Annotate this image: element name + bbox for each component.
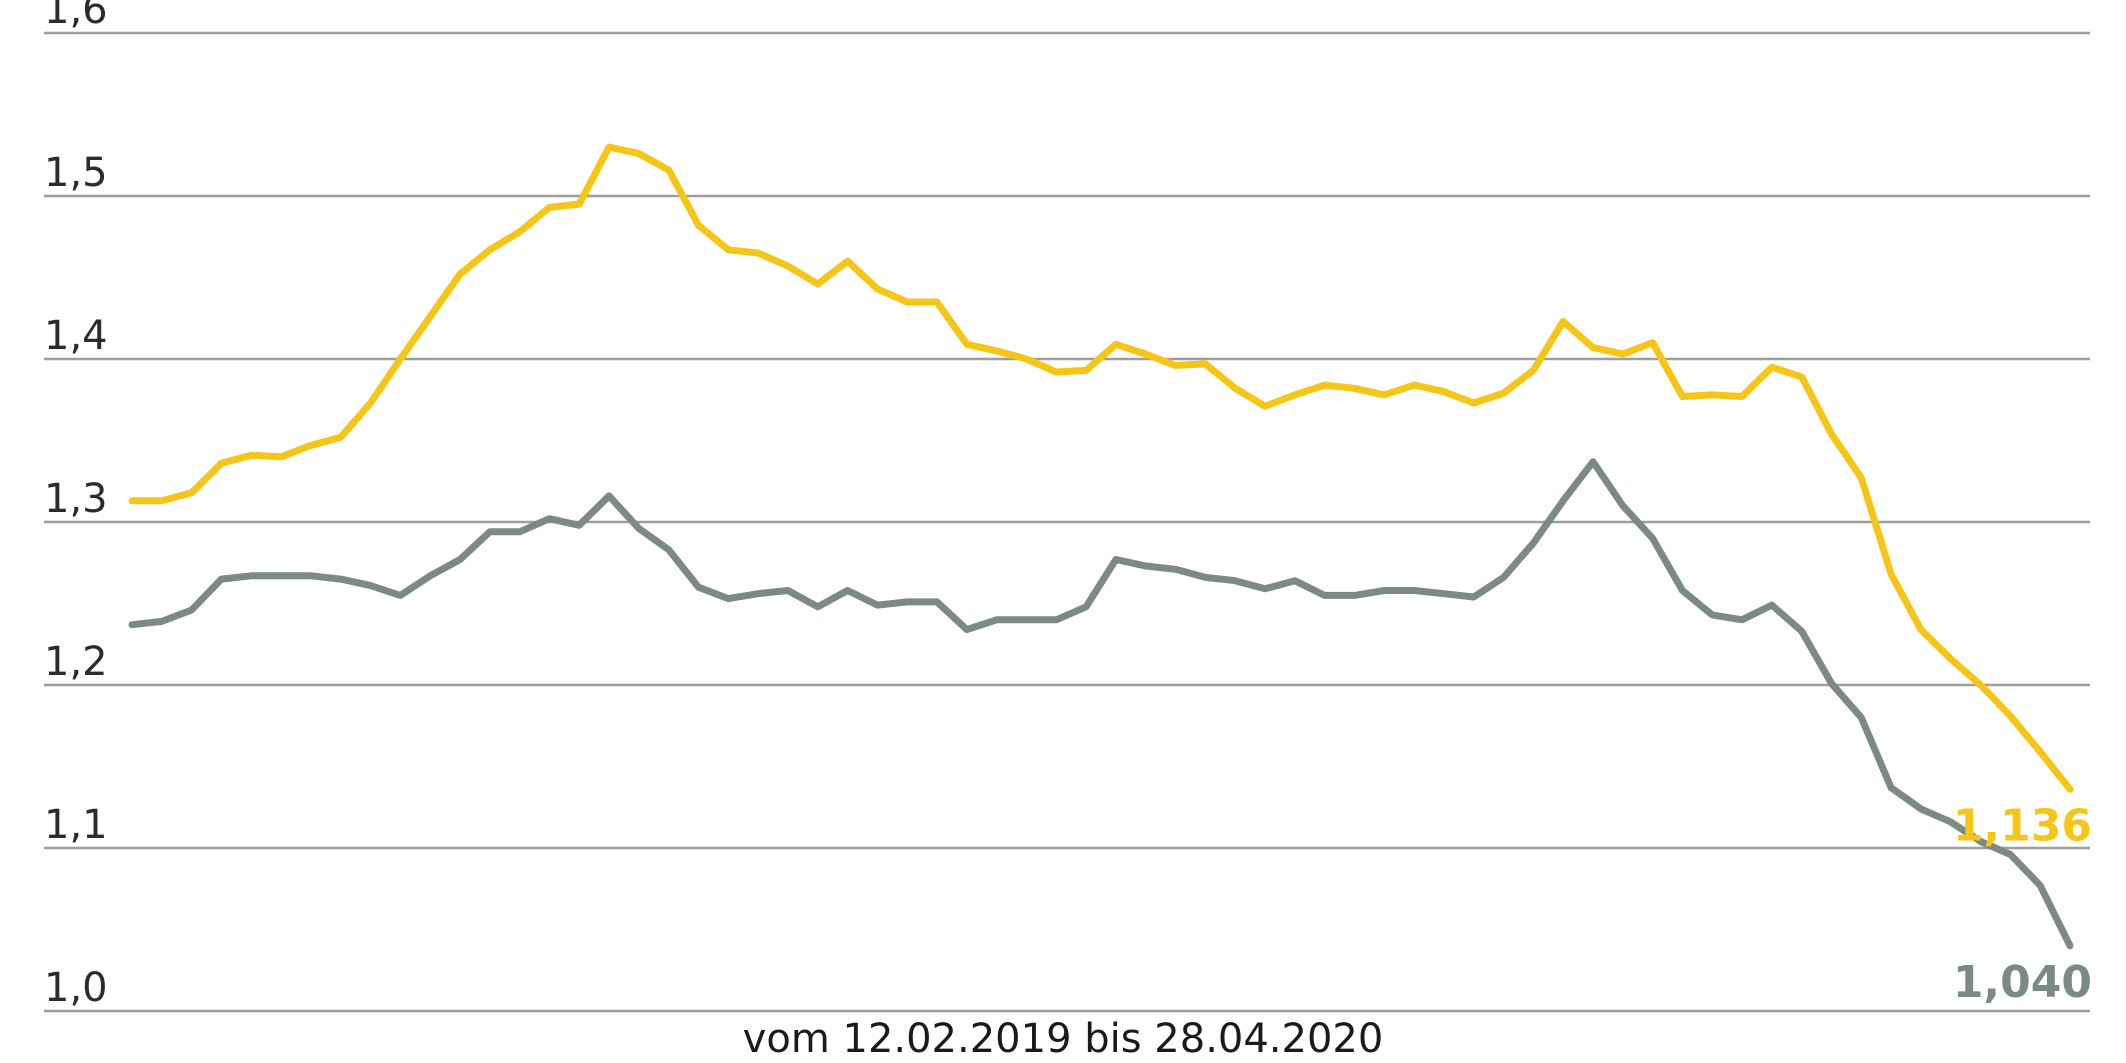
end-value-labels: 1,136 1,040 bbox=[1953, 800, 2092, 1007]
y-axis-tick-labels: 1,0 1,1 1,2 1,3 1,4 1,5 1,6 bbox=[44, 0, 108, 1011]
series-lines bbox=[128, 143, 2074, 950]
x-axis-label: vom 12.02.2019 bis 28.04.2020 bbox=[743, 1016, 1384, 1062]
series-line-1 bbox=[128, 143, 2074, 793]
end-value-label-1: 1,136 bbox=[1953, 800, 2092, 851]
y-tick-label: 1,6 bbox=[44, 0, 108, 33]
y-tick-label: 1,2 bbox=[44, 639, 108, 685]
grid-lines bbox=[44, 31, 2090, 1013]
y-tick-label: 1,4 bbox=[44, 313, 108, 359]
y-tick-label: 1,0 bbox=[44, 965, 108, 1011]
y-tick-label: 1,1 bbox=[44, 802, 108, 848]
end-value-label-2: 1,040 bbox=[1953, 957, 2092, 1008]
y-tick-label: 1,5 bbox=[44, 150, 108, 196]
series-line-2 bbox=[128, 458, 2074, 950]
y-tick-label: 1,3 bbox=[44, 476, 108, 522]
